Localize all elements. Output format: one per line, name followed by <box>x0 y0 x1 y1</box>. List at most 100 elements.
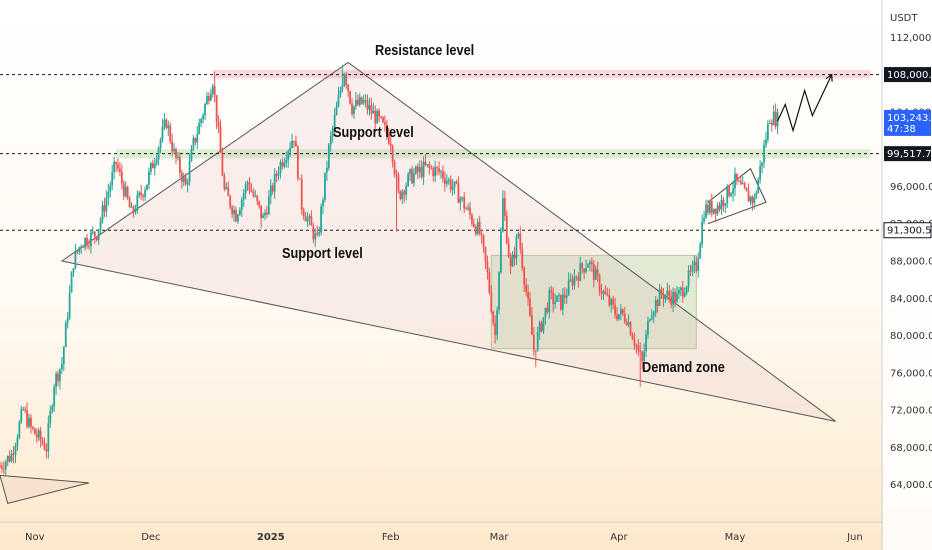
candle-body <box>26 410 28 427</box>
candle-body <box>41 440 44 444</box>
candle-body <box>35 434 38 438</box>
candle-body <box>362 100 365 104</box>
candle-body <box>16 437 19 447</box>
candle-body <box>68 292 71 319</box>
candle-body <box>117 164 119 169</box>
candle-body <box>182 176 185 182</box>
candle-body <box>217 122 220 127</box>
candle-body <box>761 162 763 167</box>
candle-body <box>695 261 698 271</box>
candle-body <box>266 212 268 215</box>
candle-body <box>596 269 599 276</box>
candle-body <box>469 207 471 215</box>
candle-body <box>105 198 108 212</box>
candle-body <box>509 256 512 267</box>
candle-body <box>575 276 578 278</box>
candle-body <box>39 430 42 441</box>
candle-body <box>447 179 450 182</box>
candle-body <box>295 141 297 147</box>
candle-body <box>175 148 177 158</box>
candle-body <box>1 466 3 469</box>
candle-body <box>178 156 181 173</box>
candle-body <box>503 198 506 216</box>
candle-body <box>619 309 622 315</box>
y-tick-label: 72,000.00 <box>890 406 932 417</box>
candle-body <box>403 191 406 195</box>
candle-body <box>430 167 433 169</box>
candle-body <box>765 139 767 145</box>
candle-body <box>701 221 704 245</box>
candle-body <box>592 263 595 280</box>
candle-body <box>724 203 727 206</box>
candle-body <box>30 417 32 428</box>
level-price-tag: 99,517.73 <box>887 149 932 160</box>
candle-body <box>641 352 644 362</box>
candle-body <box>351 103 353 114</box>
x-tick-label: Dec <box>141 532 160 543</box>
candle-body <box>240 199 243 211</box>
candle-body <box>664 295 667 300</box>
y-tick-label: 96,000.00 <box>890 182 932 193</box>
candle-body <box>316 233 319 235</box>
candle-body <box>76 250 79 252</box>
candle-body <box>43 443 46 450</box>
candle-body <box>0 466 1 468</box>
candle-body <box>614 304 616 315</box>
candle-body <box>670 296 673 305</box>
candle-body <box>148 171 150 185</box>
candle-body <box>140 192 143 196</box>
candle-body <box>459 198 462 203</box>
candle-body <box>339 90 342 95</box>
candle-body <box>91 231 94 233</box>
candle-body <box>583 268 586 273</box>
candle-body <box>678 289 680 294</box>
candle-body <box>296 146 299 179</box>
candle-body <box>59 369 61 382</box>
candle-body <box>90 232 92 246</box>
candle-body <box>256 195 259 202</box>
candle-body <box>163 119 166 127</box>
candle-body <box>132 206 135 213</box>
candle-body <box>107 191 110 199</box>
candle-body <box>300 179 303 210</box>
candle-body <box>703 217 705 222</box>
candle-body <box>356 99 359 105</box>
candle-body <box>380 116 382 118</box>
candle-body <box>391 145 394 163</box>
candle-body <box>235 209 237 222</box>
candle-body <box>501 198 504 232</box>
candle-body <box>153 163 156 169</box>
candle-body <box>436 167 439 169</box>
candle-body <box>414 166 417 174</box>
annotation-label: Demand zone <box>642 358 726 376</box>
candle-body <box>262 215 264 219</box>
candle-body <box>14 446 17 455</box>
candle-body <box>474 226 477 234</box>
candle-body <box>413 173 415 184</box>
candle-body <box>749 196 752 202</box>
candle-body <box>610 299 613 305</box>
lower-triangle-pattern <box>0 474 90 504</box>
candle-body <box>527 291 529 299</box>
candle-body <box>728 185 731 196</box>
candle-body <box>312 225 315 240</box>
candle-body <box>774 111 777 127</box>
candle-body <box>267 196 270 215</box>
candle-body <box>693 261 696 266</box>
y-tick-label: 112,000.00 <box>890 33 932 44</box>
candle-body <box>190 148 193 162</box>
candle-body <box>648 319 651 321</box>
candle-body <box>134 210 137 213</box>
x-tick-label: Feb <box>382 532 400 543</box>
candle-body <box>647 320 649 335</box>
candle-body <box>395 174 398 176</box>
candle-body <box>734 173 736 189</box>
candle-body <box>602 291 605 294</box>
candle-body <box>250 190 253 192</box>
candle-body <box>120 171 123 184</box>
candle-body <box>658 289 661 307</box>
candle-body <box>708 201 711 213</box>
candle-body <box>755 193 758 197</box>
